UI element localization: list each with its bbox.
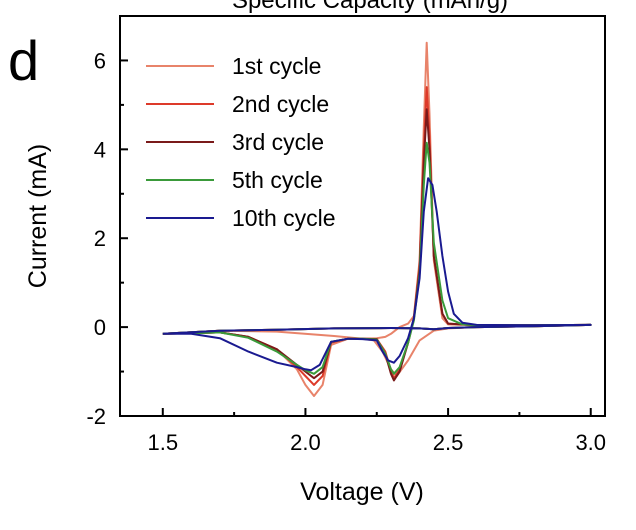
x-tick-label: 2.5 [433, 430, 464, 455]
series-line-5 [162, 177, 592, 372]
legend: 1st cycle 2nd cycle 3rd cycle 5th cycle 10th… [146, 53, 336, 231]
legend-label-4: 5th cycle [232, 167, 323, 193]
legend-label-2: 2nd cycle [232, 91, 329, 117]
legend-label-5: 10th cycle [232, 205, 336, 231]
series-layer [162, 41, 592, 397]
x-axis-label: Voltage (V) [300, 478, 424, 506]
panel-label: d [8, 29, 39, 92]
y-tick-label: 2 [94, 226, 106, 251]
top-axis-label: Specific Capacity (mAh/g) [232, 0, 508, 14]
legend-label-1: 1st cycle [232, 53, 321, 79]
y-tick-label: -2 [86, 404, 106, 429]
series-line-4 [162, 141, 592, 375]
y-tick-label: 4 [94, 137, 106, 162]
y-tick-label: 6 [94, 48, 106, 73]
x-tick-label: 3.0 [575, 430, 606, 455]
legend-label-3: 3rd cycle [232, 129, 324, 155]
x-tick-label: 2.0 [290, 430, 321, 455]
y-tick-label: 0 [94, 315, 106, 340]
series-line-1 [162, 41, 592, 397]
ticks-layer: 1.5 2.0 2.5 3.0 -2 0 2 4 6 [86, 48, 606, 455]
y-axis-label: Current (mA) [24, 144, 52, 288]
x-tick-label: 1.5 [147, 430, 178, 455]
plot-frame [119, 15, 606, 417]
